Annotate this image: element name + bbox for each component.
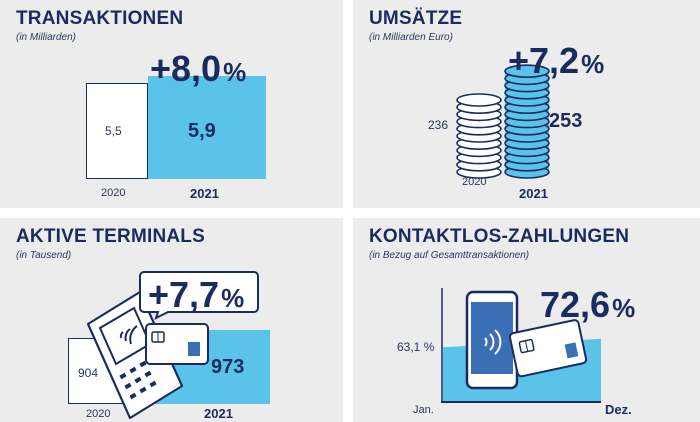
- change-percent: 72,6%: [540, 284, 635, 326]
- change-value: 72,6: [540, 284, 611, 325]
- change-unit: %: [221, 283, 245, 313]
- value-label-2021: 253: [549, 110, 583, 132]
- panel-subtitle: (in Milliarden): [16, 32, 77, 43]
- change-percent: +8,0%: [150, 48, 246, 90]
- bar-2020: [86, 83, 148, 179]
- category-label-dez: Dez.: [605, 402, 632, 417]
- category-label-2021: 2021: [204, 406, 233, 421]
- change-unit: %: [223, 57, 247, 87]
- change-percent: +7,2%: [508, 40, 604, 82]
- change-value: +7,2: [508, 40, 580, 81]
- change-value: +7,7: [148, 274, 220, 315]
- panel-transaktionen: TRANSAKTIONEN (in Milliarden) 5,5 5,9 +8…: [0, 0, 343, 208]
- coin-top: [456, 93, 502, 107]
- panel-subtitle: (in Tausend): [16, 250, 72, 261]
- panel-title: KONTAKTLOS-ZAHLUNGEN: [369, 226, 630, 247]
- value-label-2020: 5,5: [105, 124, 122, 138]
- category-label-2020: 2020: [86, 408, 111, 420]
- panel-aktive-terminals: AKTIVE TERMINALS (in Tausend) 904 973: [0, 218, 343, 422]
- change-percent: +7,7%: [148, 274, 244, 316]
- panel-subtitle: (in Bezug auf Gesamttransaktionen): [369, 250, 530, 261]
- coin-top: [504, 64, 550, 78]
- value-label-2020: 904: [78, 366, 99, 380]
- panel-kontaktlos-zahlungen: KONTAKTLOS-ZAHLUNGEN (in Bezug auf Gesam…: [353, 218, 700, 422]
- x-axis: [441, 401, 601, 403]
- card-terminal-icon: [86, 290, 209, 420]
- smartphone-contactless-icon: [465, 290, 588, 390]
- panel-subtitle: (in Milliarden Euro): [369, 32, 453, 43]
- value-label-2020: 236: [428, 118, 449, 132]
- change-unit: %: [612, 293, 636, 323]
- category-label-2020: 2020: [462, 176, 487, 188]
- coin-stack-icon: [456, 64, 550, 179]
- category-label-2020: 2020: [101, 187, 126, 199]
- category-label-2021: 2021: [190, 186, 219, 201]
- bar-2021: [148, 76, 266, 179]
- speech-bubble: [139, 271, 259, 320]
- panel-title: UMSÄTZE: [369, 8, 463, 29]
- category-label-jan: Jan.: [413, 404, 434, 416]
- value-label-2021: 5,9: [188, 120, 216, 142]
- change-value: +8,0: [150, 48, 222, 89]
- panel-title: TRANSAKTIONEN: [16, 8, 184, 29]
- category-label-2021: 2021: [519, 186, 548, 201]
- value-label-jan: 63,1 %: [397, 340, 435, 354]
- panel-title: AKTIVE TERMINALS: [16, 226, 205, 247]
- value-label-2021: 973: [211, 356, 245, 378]
- panel-umsaetze: UMSÄTZE (in Milliarden Euro) 236 253 +7,…: [353, 0, 700, 208]
- change-unit: %: [581, 49, 605, 79]
